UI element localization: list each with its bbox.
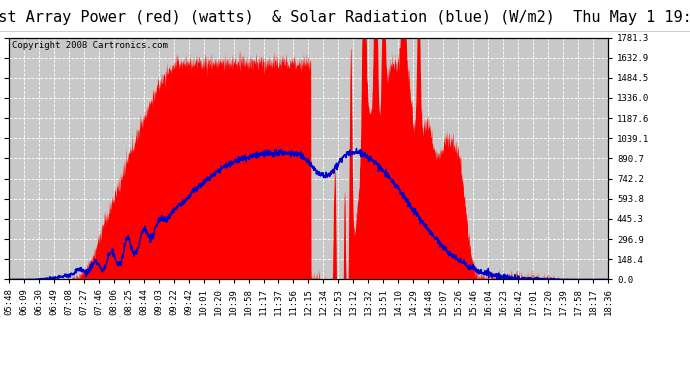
Text: West Array Power (red) (watts)  & Solar Radiation (blue) (W/m2)  Thu May 1 19:05: West Array Power (red) (watts) & Solar R… [0, 10, 690, 25]
Text: Copyright 2008 Cartronics.com: Copyright 2008 Cartronics.com [12, 41, 168, 50]
